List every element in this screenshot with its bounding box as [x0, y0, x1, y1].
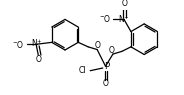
Text: $^{-}$O: $^{-}$O [13, 39, 25, 50]
Text: O: O [102, 79, 108, 88]
Text: O: O [108, 46, 114, 55]
Text: Cl: Cl [79, 66, 87, 75]
Text: N$^{+}$: N$^{+}$ [31, 37, 43, 49]
Text: $^{-}$O: $^{-}$O [99, 13, 111, 24]
Text: O: O [122, 0, 128, 8]
Text: O: O [35, 55, 41, 64]
Text: N$^{+}$: N$^{+}$ [118, 13, 130, 25]
Text: O: O [95, 41, 101, 50]
Text: P: P [104, 62, 109, 71]
